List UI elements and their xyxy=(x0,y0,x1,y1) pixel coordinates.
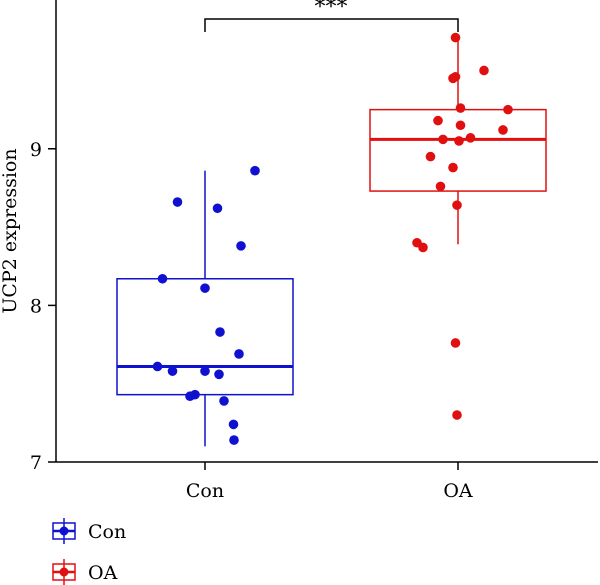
oa-point-15 xyxy=(435,181,446,192)
y-tick-label-8: 8 xyxy=(30,295,42,317)
oa-point-19 xyxy=(450,338,461,348)
oa-point-2 xyxy=(479,65,489,76)
legend-point-con xyxy=(59,526,69,536)
oa-point-4 xyxy=(448,73,458,84)
data-points xyxy=(152,32,513,445)
con-point-16 xyxy=(228,419,239,430)
con-point-10 xyxy=(167,366,178,376)
con-point-17 xyxy=(229,435,239,445)
y-ticks: 7 8 9 xyxy=(30,139,56,474)
x-tick-label-oa: OA xyxy=(443,480,473,502)
x-ticks: Con OA xyxy=(186,462,473,502)
con-point-1 xyxy=(250,165,260,176)
oa-point-11 xyxy=(438,134,448,145)
con-point-3 xyxy=(212,203,223,214)
legend-point-oa xyxy=(59,567,69,577)
boxes xyxy=(116,37,547,447)
legend-label-con: Con xyxy=(88,521,126,543)
con-point-7 xyxy=(215,327,225,337)
legend-label-oa: OA xyxy=(88,562,118,584)
con-point-12 xyxy=(214,369,224,380)
oa-point-18 xyxy=(418,242,428,253)
oa-point-6 xyxy=(503,104,513,115)
con-point-4 xyxy=(236,241,246,251)
legend: Con OA xyxy=(52,518,126,585)
con-box xyxy=(116,278,294,396)
y-axis-title: UCP2 expression xyxy=(0,148,21,313)
oa-point-16 xyxy=(452,200,462,210)
y-tick-label-9: 9 xyxy=(30,139,42,161)
con-point-9 xyxy=(152,361,163,372)
significance-line xyxy=(204,18,459,32)
oa-point-8 xyxy=(455,120,466,131)
oa-point-5 xyxy=(455,103,466,113)
oa-point-9 xyxy=(498,125,508,135)
con-point-8 xyxy=(234,349,244,359)
legend-item-con: Con xyxy=(52,518,126,544)
y-tick-label-7: 7 xyxy=(30,452,42,474)
con-point-11 xyxy=(200,366,210,376)
oa-point-20 xyxy=(452,410,462,420)
legend-item-oa: OA xyxy=(52,559,118,585)
oa-point-14 xyxy=(448,162,458,173)
oa-point-1 xyxy=(450,32,461,43)
con-point-6 xyxy=(200,283,210,293)
significance-label: *** xyxy=(315,0,348,20)
oa-point-10 xyxy=(465,133,476,143)
significance-bracket: *** xyxy=(204,0,459,32)
oa-point-12 xyxy=(454,136,464,146)
oa-point-13 xyxy=(425,151,436,162)
con-point-2 xyxy=(172,197,183,207)
oa-point-7 xyxy=(433,115,443,126)
con-point-15 xyxy=(219,396,229,406)
con-point-5 xyxy=(157,273,168,284)
con-point-14 xyxy=(185,391,195,402)
x-tick-label-con: Con xyxy=(186,480,224,502)
